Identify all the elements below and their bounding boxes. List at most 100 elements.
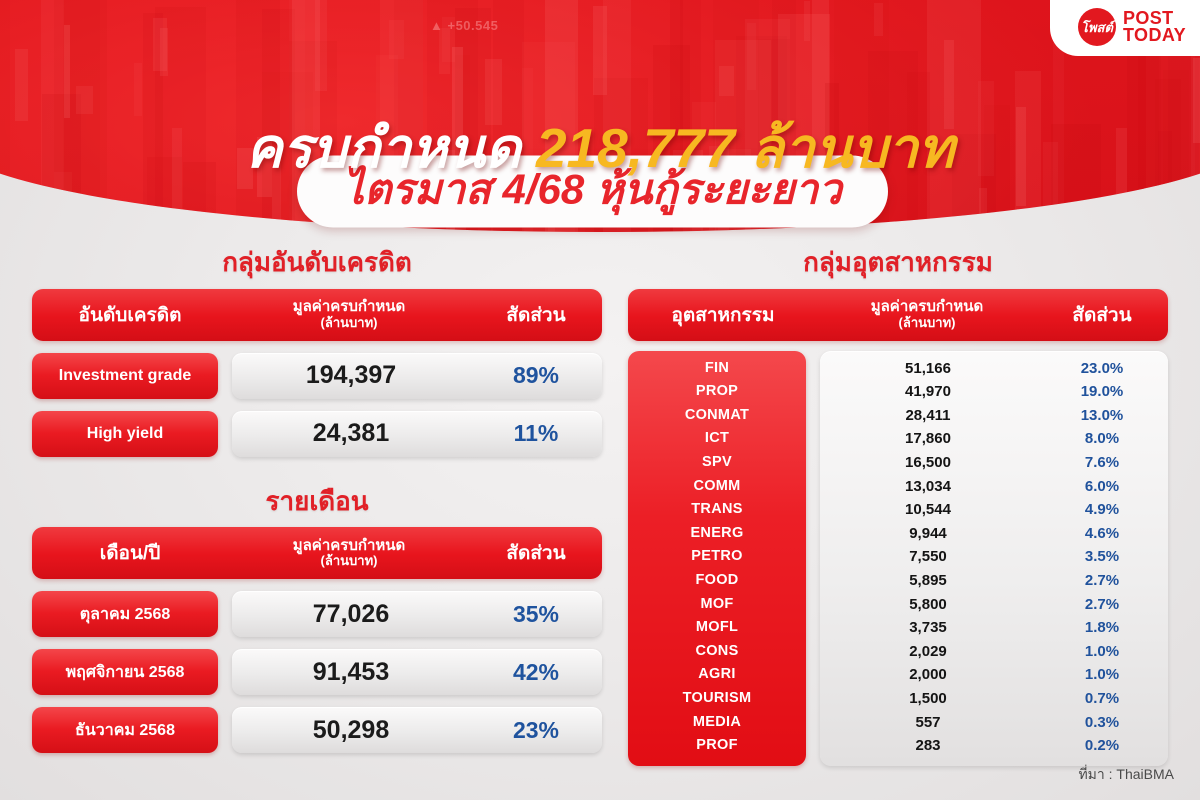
industry-row: 2,029 1.0% bbox=[820, 640, 1168, 664]
monthly-row-values: 50,298 23% bbox=[232, 707, 602, 754]
industry-row-label: CONS bbox=[695, 642, 739, 659]
industry-row-share: 1.0% bbox=[1084, 642, 1120, 660]
credit-col-share: สัดส่วน bbox=[506, 304, 566, 326]
industry-row-label: PETRO bbox=[691, 548, 743, 565]
industry-row: 51,166 23.0% bbox=[820, 357, 1168, 381]
monthly-col-value: มูลค่าครบกำหนด (ล้านบาท) bbox=[228, 537, 470, 569]
industry-row-share: 3.5% bbox=[1084, 548, 1120, 566]
monthly-section-title: รายเดือน bbox=[265, 485, 369, 516]
industry-row-label: MEDIA bbox=[692, 713, 742, 730]
industry-row-label: FOOD bbox=[695, 571, 739, 588]
industry-row-value: 13,034 bbox=[905, 477, 951, 495]
industry-row-label: ICT bbox=[704, 430, 730, 447]
industry-col-value-line1: มูลค่าครบกำหนด bbox=[870, 297, 984, 315]
industry-row-value: 5,895 bbox=[909, 571, 947, 589]
industry-col-value: มูลค่าครบกำหนด (ล้านบาท) bbox=[818, 297, 1036, 330]
credit-row-values: 24,381 11% bbox=[232, 410, 602, 457]
industry-row-value: 10,544 bbox=[905, 501, 951, 519]
credit-col-label: อันดับเครดิต bbox=[78, 304, 182, 326]
logo-circle-icon: โพสต์ bbox=[1077, 8, 1116, 46]
industry-row-share: 8.0% bbox=[1084, 430, 1120, 448]
table-row: High yield 24,381 11% bbox=[32, 410, 602, 457]
industry-row-share: 19.0% bbox=[1080, 383, 1124, 401]
credit-col-value: มูลค่าครบกำหนด (ล้านบาท) bbox=[228, 297, 470, 330]
table-row: พฤศจิกายน 2568 91,453 42% bbox=[32, 649, 602, 696]
left-column: กลุ่มอันดับเครดิต อันดับเครดิต มูลค่าครบ… bbox=[32, 247, 602, 754]
monthly-row-values: 91,453 42% bbox=[232, 649, 602, 696]
industry-row: 557 0.3% bbox=[820, 711, 1168, 735]
industry-name-panel: FIN PROP CONMAT ICT SPV COMM TRANS ENERG PETRO FO… bbox=[628, 350, 806, 766]
industry-row-label: MOF bbox=[700, 595, 734, 612]
monthly-row-share: 23% bbox=[512, 716, 560, 743]
industry-row: 2,000 1.0% bbox=[820, 663, 1168, 687]
logo-line-1: POST bbox=[1122, 7, 1174, 28]
industry-row-share: 0.2% bbox=[1084, 737, 1120, 755]
table-row: Investment grade 194,397 89% bbox=[32, 352, 602, 399]
title-pill: ไตรมาส 4/68 หุ้นกู้ระยะยาว bbox=[297, 155, 888, 227]
industry-row-value: 283 bbox=[915, 737, 941, 755]
industry-row-label: PROF bbox=[696, 737, 738, 754]
industry-row: 3,735 1.8% bbox=[820, 616, 1168, 640]
industry-col-share: สัดส่วน bbox=[1072, 304, 1132, 326]
industry-row: 9,944 4.6% bbox=[820, 522, 1168, 546]
industry-row: 17,860 8.0% bbox=[820, 427, 1168, 451]
industry-row-label: ENERG bbox=[690, 524, 744, 541]
source-note: ที่มา : ThaiBMA bbox=[1078, 766, 1174, 782]
industry-row: 5,895 2.7% bbox=[820, 569, 1168, 593]
industry-row-label: FIN bbox=[704, 359, 730, 376]
industry-col-label: อุตสาหกรรม bbox=[671, 304, 775, 326]
monthly-row-value: 50,298 bbox=[312, 715, 390, 744]
industry-row: 7,550 3.5% bbox=[820, 545, 1168, 569]
logo-line-2: TODAY bbox=[1122, 25, 1186, 45]
industry-row-label: AGRI bbox=[698, 666, 736, 683]
table-row: ตุลาคม 2568 77,026 35% bbox=[32, 591, 602, 638]
headline-gold-part: 218,777 ล้านบาท bbox=[535, 117, 955, 179]
industry-row-share: 0.3% bbox=[1084, 713, 1120, 731]
industry-col-value-line2: (ล้านบาท) bbox=[898, 314, 956, 330]
monthly-row-share: 35% bbox=[512, 600, 560, 627]
industry-row-share: 6.0% bbox=[1084, 477, 1120, 495]
logo-wordmark: POST TODAY bbox=[1122, 7, 1186, 45]
headline: ครบกำหนด 218,777 ล้านบาท bbox=[0, 118, 1200, 179]
logo-mark-text: โพสต์ bbox=[1081, 19, 1113, 35]
credit-row-values: 194,397 89% bbox=[232, 352, 602, 399]
credit-row-value: 194,397 bbox=[305, 361, 397, 390]
monthly-table-header: เดือน/ปี มูลค่าครบกำหนด (ล้านบาท) สัดส่ว… bbox=[32, 527, 602, 580]
monthly-row-value: 77,026 bbox=[312, 599, 390, 628]
industry-row-share: 1.0% bbox=[1084, 666, 1120, 684]
monthly-table-body: ตุลาคม 2568 77,026 35% พฤศจิกายน 2568 91,453… bbox=[32, 591, 602, 754]
industry-row-value: 16,500 bbox=[905, 453, 951, 471]
industry-section-title: กลุ่มอุตสาหกรรม bbox=[803, 247, 993, 277]
page-title: ไตรมาส 4/68 หุ้นกู้ระยะยาว bbox=[343, 165, 842, 213]
credit-row-share: 11% bbox=[513, 420, 559, 447]
industry-row-value: 2,000 bbox=[909, 666, 947, 684]
monthly-col-label: เดือน/ปี bbox=[99, 543, 161, 565]
industry-row-value: 5,800 bbox=[909, 595, 947, 613]
industry-row-label: TOURISM bbox=[682, 689, 752, 706]
industry-row-label: SPV bbox=[702, 453, 732, 470]
industry-row: 10,544 4.9% bbox=[820, 498, 1168, 522]
industry-row-label: PROP bbox=[695, 383, 739, 400]
industry-row: 28,411 13.0% bbox=[820, 404, 1168, 428]
industry-row-share: 4.9% bbox=[1084, 501, 1120, 519]
industry-row: 5,800 2.7% bbox=[820, 593, 1168, 617]
ticker-text: ▲ +50.545 bbox=[430, 18, 499, 33]
industry-row-value: 51,166 bbox=[905, 359, 951, 377]
credit-table-header: อันดับเครดิต มูลค่าครบกำหนด (ล้านบาท) สั… bbox=[32, 288, 602, 341]
industry-row-share: 1.8% bbox=[1084, 619, 1120, 637]
industry-row-share: 0.7% bbox=[1084, 689, 1120, 707]
industry-row-value: 7,550 bbox=[909, 548, 947, 566]
industry-row-value: 2,029 bbox=[909, 642, 947, 660]
industry-row-label: COMM bbox=[693, 477, 741, 494]
credit-section-title: กลุ่มอันดับเครดิต bbox=[222, 247, 412, 277]
industry-row-value: 1,500 bbox=[909, 689, 947, 707]
industry-row-label: TRANS bbox=[691, 501, 743, 518]
industry-row-share: 2.7% bbox=[1084, 595, 1120, 613]
industry-row-share: 13.0% bbox=[1080, 406, 1124, 424]
post-today-logo[interactable]: โพสต์ POST TODAY bbox=[1077, 7, 1186, 46]
credit-col-value-line1: มูลค่าครบกำหนด bbox=[292, 297, 406, 315]
industry-row-label: CONMAT bbox=[684, 406, 750, 423]
industry-row-value: 557 bbox=[915, 713, 941, 731]
industry-table-header: อุตสาหกรรม มูลค่าครบกำหนด (ล้านบาท) สัดส… bbox=[628, 288, 1168, 341]
credit-table-body: Investment grade 194,397 89% High yield 24,3… bbox=[32, 352, 602, 457]
